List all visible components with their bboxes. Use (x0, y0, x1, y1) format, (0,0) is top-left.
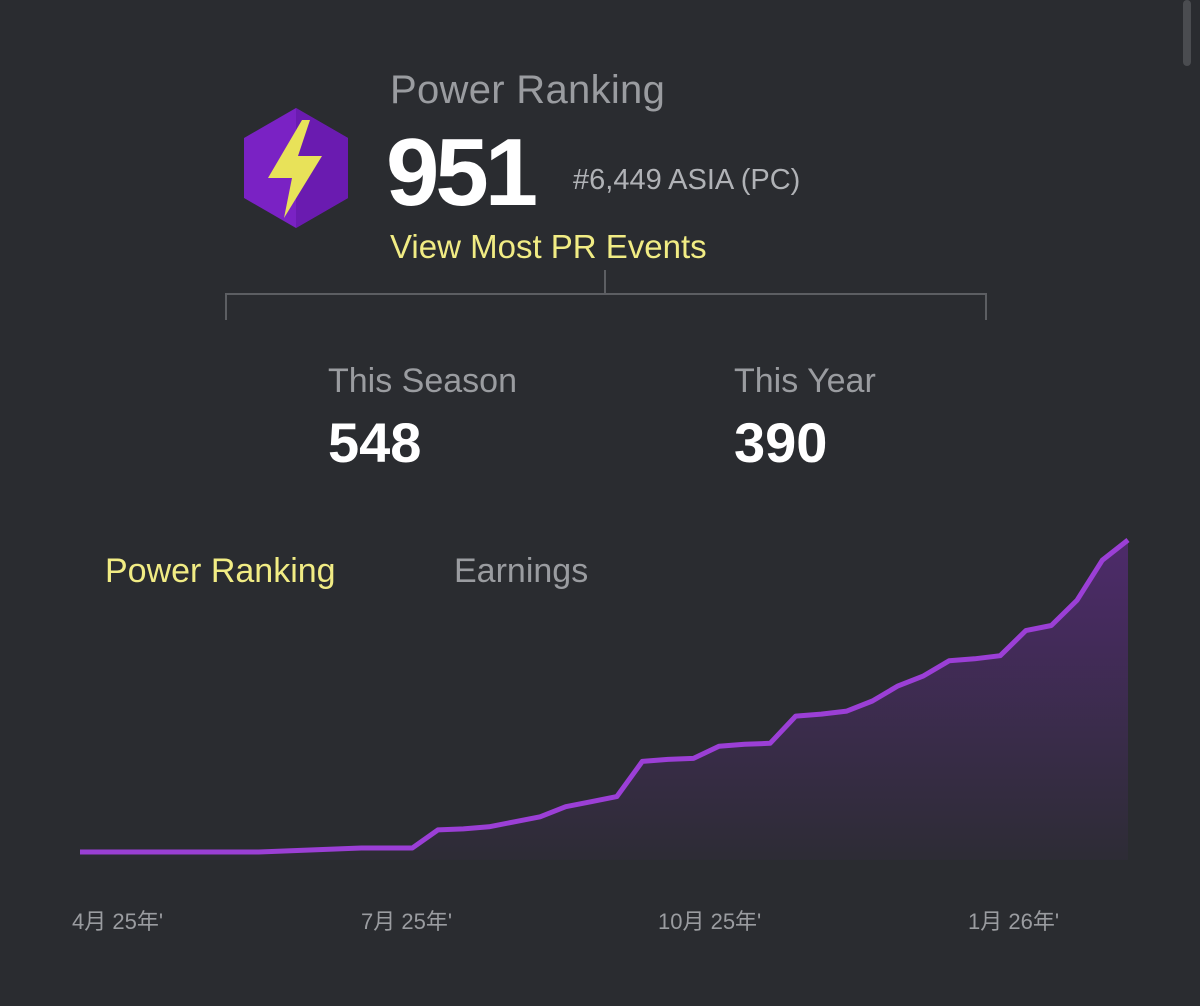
x-tick-label: 1月 26年' (968, 909, 1060, 934)
this-season-label: This Season (328, 362, 517, 400)
power-ranking-points: 951 (386, 119, 538, 226)
stats-bracket-divider (225, 270, 987, 320)
lightning-hexagon-icon (244, 108, 348, 228)
scrollbar[interactable] (1183, 0, 1191, 66)
x-tick-label: 4月 25年' (72, 909, 164, 934)
tab-power-ranking[interactable]: Power Ranking (105, 552, 336, 590)
view-most-pr-events-link[interactable]: View Most PR Events (390, 228, 707, 265)
chart-area-fill (80, 540, 1128, 860)
power-ranking-title: Power Ranking (390, 68, 666, 112)
this-year-label: This Year (734, 362, 876, 400)
x-tick-label: 7月 25年' (361, 909, 453, 934)
x-tick-label: 10月 25年' (658, 909, 762, 934)
power-ranking-chart (80, 538, 1130, 860)
this-year-value: 390 (734, 411, 828, 474)
regional-rank: #6,449 ASIA (PC) (573, 164, 801, 196)
this-season-value: 548 (328, 411, 422, 474)
chart-series-line (80, 538, 1130, 855)
tab-earnings[interactable]: Earnings (454, 552, 589, 590)
